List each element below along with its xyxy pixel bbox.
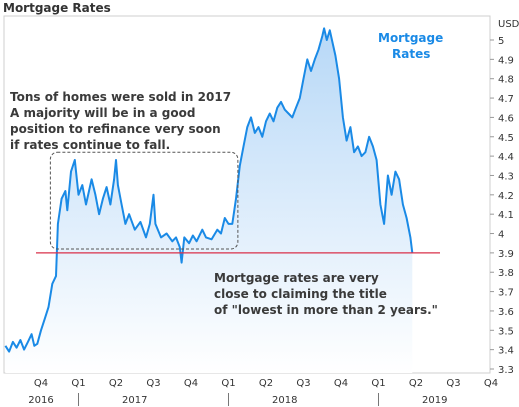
x-tick-label: Q2 xyxy=(259,378,273,389)
x-tick-label: Q3 xyxy=(446,378,460,389)
y-tick-label: 4 xyxy=(498,230,504,241)
x-tick-label: Q4 xyxy=(484,378,498,389)
overlay-layer xyxy=(36,151,440,254)
series-area-fill xyxy=(5,28,413,374)
legend-line: Rates xyxy=(392,47,430,61)
x-tick-label: Q3 xyxy=(296,378,310,389)
annotation-refinance-note: Tons of homes were sold in 2017 A majorit… xyxy=(10,90,231,152)
x-tick-label: Q4 xyxy=(184,378,198,389)
x-tick-label: Q3 xyxy=(146,378,160,389)
series-line xyxy=(4,27,414,353)
x-year-label: 2019 xyxy=(422,395,447,406)
series-legend-label: Mortgage Rates xyxy=(378,31,443,61)
annotation-line: Tons of homes were sold in 2017 xyxy=(10,90,231,104)
annotation-line: if rates continue to fall. xyxy=(10,138,170,152)
annotation-line: of "lowest in more than 2 years." xyxy=(214,303,438,317)
annotation-line: Mortgage rates are very xyxy=(214,271,379,285)
y-tick-label: 5 xyxy=(498,36,504,47)
annotation-lowest-note: Mortgage rates are very close to claiming… xyxy=(214,271,438,317)
y-tick-label: 3.5 xyxy=(498,326,514,337)
y-axis: 3.3 3.4 3.5 3.6 3.7 3.8 3.9 4 4.1 4.2 4.3 4.4 4.5 4.6… xyxy=(490,36,514,376)
annotation-line: position to refinance very soon xyxy=(10,122,221,136)
x-tick-label: Q4 xyxy=(334,378,348,389)
y-tick-label: 3.4 xyxy=(498,346,514,357)
x-tick-label: Q2 xyxy=(109,378,123,389)
x-year-label: 2016 xyxy=(28,395,53,406)
x-axis: Q4 Q1 Q2 Q3 Q4 Q1 Q2 Q3 Q4 Q1 Q2 Q3 Q4 2016 2017 2018 20… xyxy=(28,378,498,406)
x-tick-label: Q2 xyxy=(409,378,423,389)
x-tick-label: Q4 xyxy=(34,378,48,389)
y-tick-label: 4.7 xyxy=(498,94,514,105)
y-tick-label: 3.7 xyxy=(498,288,514,299)
y-tick-label: 3.6 xyxy=(498,307,514,318)
y-tick-label: 3.3 xyxy=(498,365,514,376)
chart-title: Mortgage Rates xyxy=(3,1,111,15)
x-year-label: 2018 xyxy=(272,395,297,406)
x-tick-label: Q1 xyxy=(371,378,385,389)
y-tick-label: 4.4 xyxy=(498,152,514,163)
y-tick-label: 3.8 xyxy=(498,268,514,279)
x-tick-label: Q1 xyxy=(221,378,235,389)
y-tick-label: 4.9 xyxy=(498,55,514,66)
y-tick-label: 4.8 xyxy=(498,75,514,86)
y-tick-label: 3.9 xyxy=(498,249,514,260)
y-unit-label: USD xyxy=(498,19,519,30)
y-tick-label: 4.1 xyxy=(498,210,514,221)
y-tick-label: 4.3 xyxy=(498,171,514,182)
y-tick-label: 4.5 xyxy=(498,133,514,144)
y-tick-label: 4.2 xyxy=(498,191,514,202)
legend-line: Mortgage xyxy=(378,31,443,45)
series-area-layer xyxy=(4,27,414,374)
x-year-label: 2017 xyxy=(122,395,147,406)
annotation-line: A majority will be in a good xyxy=(10,106,195,120)
highlight-box xyxy=(49,151,239,250)
annotation-line: close to claiming the title xyxy=(214,287,387,301)
x-tick-label: Q1 xyxy=(71,378,85,389)
y-tick-label: 4.6 xyxy=(498,113,514,124)
